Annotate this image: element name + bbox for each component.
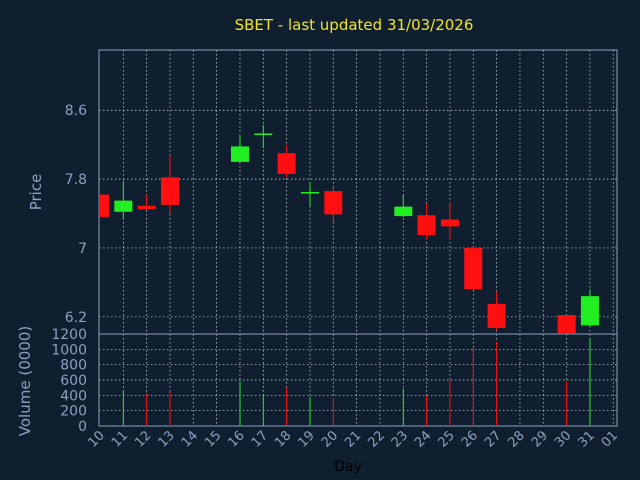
candle (394, 194, 413, 217)
candle (487, 290, 506, 331)
x-tick-label: 14 (179, 428, 201, 450)
x-axis-label: Day (334, 459, 362, 475)
candle (99, 194, 109, 217)
candle (464, 247, 483, 291)
x-tick-label: 22 (365, 428, 387, 450)
chart-title: SBET - last updated 31/03/2026 (235, 16, 474, 34)
candle-body (230, 146, 249, 162)
price-axis-label: Price (27, 174, 45, 211)
candle-body (394, 206, 413, 217)
x-tick-label: 19 (295, 428, 317, 450)
x-tick-label: 31 (575, 428, 597, 450)
x-tick-label: 20 (319, 428, 341, 450)
candle-layer (99, 124, 599, 334)
x-tick-label: 21 (342, 428, 364, 450)
candle-body (464, 247, 483, 290)
x-tick-label: 18 (272, 428, 294, 450)
volume-tick-label: 200 (60, 404, 87, 420)
candle-body (254, 133, 273, 135)
x-tick-label: 25 (435, 428, 457, 450)
candle (254, 124, 273, 149)
x-tick-label: 17 (249, 428, 271, 450)
price-tick-label: 7 (78, 241, 87, 257)
candle-body (99, 194, 109, 217)
candle (137, 194, 156, 211)
candle (557, 315, 576, 334)
candle-body (160, 177, 179, 205)
x-tick-label: 30 (552, 428, 574, 450)
x-tick-label: 01 (599, 428, 621, 450)
candle (324, 187, 343, 223)
volume-bars (122, 337, 591, 426)
x-tick-label: 24 (412, 428, 434, 450)
candle-body (114, 200, 133, 212)
candle-body (300, 192, 319, 194)
x-ticks: 10 11 12 13 14 15 16 17 18 19 20 21 22 23 24 25 26 27 28 29… (86, 428, 622, 450)
candle-body (557, 315, 576, 334)
x-tick-label: 16 (226, 428, 248, 450)
volume-tick-label: 0 (78, 419, 87, 435)
candles (99, 124, 599, 334)
price-tick-label: 7.8 (65, 172, 87, 188)
volume-tick-label: 1200 (51, 327, 87, 343)
x-tick-label: 23 (389, 428, 411, 450)
candle (417, 203, 436, 240)
volume-tick-label: 400 (60, 388, 87, 404)
candle (160, 155, 179, 214)
candle-body (137, 205, 156, 210)
candle-body (277, 153, 296, 174)
price-tick-label: 8.6 (65, 103, 87, 119)
price-tick-label: 6.2 (65, 310, 87, 326)
volume-panel-frame (98, 333, 618, 427)
candle-body (580, 296, 599, 326)
candle (277, 144, 296, 178)
price-y-ticks: 6.2 7 7.8 8.6 (65, 103, 87, 326)
x-tick-label: 10 (86, 428, 108, 450)
candle-body (417, 215, 436, 236)
candle (114, 180, 133, 220)
x-tick-label: 12 (132, 428, 154, 450)
volume-axis-label: Volume (0000) (16, 326, 34, 436)
candle (230, 136, 249, 162)
volume-tick-label: 600 (60, 373, 87, 389)
volume-tick-label: 1000 (51, 342, 87, 358)
candle (440, 202, 459, 240)
candle-body (324, 191, 343, 215)
candle (300, 182, 319, 207)
x-tick-label: 26 (459, 428, 481, 450)
x-tick-label: 29 (529, 428, 551, 450)
x-tick-label: 28 (505, 428, 527, 450)
candle-body (487, 303, 506, 328)
volume-grid (99, 334, 617, 426)
x-tick-label: 13 (156, 428, 178, 450)
candle (580, 289, 599, 328)
x-tick-label: 27 (482, 428, 504, 450)
x-tick-label: 15 (202, 428, 224, 450)
volume-tick-label: 800 (60, 358, 87, 374)
x-tick-label: 11 (109, 428, 131, 450)
candle-body (440, 219, 459, 227)
